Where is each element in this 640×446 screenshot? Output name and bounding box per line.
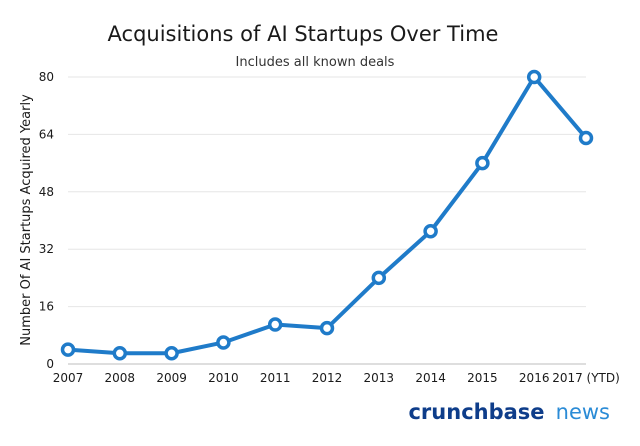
chart-title: Acquisitions of AI Startups Over Time: [108, 22, 499, 46]
brand-name: crunchbase: [408, 400, 544, 424]
data-point: [578, 130, 594, 146]
brand-suffix: news: [556, 400, 610, 424]
y-axis-label: Number Of AI Startups Acquired Yearly: [19, 94, 34, 346]
y-tick-label: 0: [46, 357, 54, 371]
data-point: [371, 270, 387, 286]
x-tick-label: 2017 (YTD): [552, 371, 620, 385]
y-axis-ticks: 0 16 32 48 64 80: [39, 70, 54, 371]
data-point: [112, 345, 128, 361]
data-point: [475, 155, 490, 171]
data-point: [267, 317, 283, 332]
y-tick-label: 32: [39, 242, 54, 256]
x-tick-label: 2015: [467, 371, 498, 385]
x-tick-label: 2009: [156, 371, 187, 385]
chart-subtitle: Includes all known deals: [236, 55, 395, 70]
data-point: [319, 320, 335, 336]
x-tick-label: 2007: [53, 371, 84, 385]
data-point: [164, 345, 179, 361]
y-tick-label: 80: [39, 70, 54, 84]
y-tick-label: 48: [39, 185, 54, 199]
data-point: [526, 69, 542, 85]
data-point: [216, 335, 231, 350]
x-tick-label: 2014: [415, 371, 446, 385]
data-point: [423, 224, 438, 239]
x-tick-label: 2011: [260, 371, 291, 385]
series-layer: [60, 69, 594, 361]
x-tick-label: 2010: [208, 371, 239, 385]
series-line: [66, 75, 588, 356]
x-axis-ticks: 2007 2008 2009 2010 2011 2012 2013 2014 2015 2016…: [53, 371, 620, 385]
data-point: [60, 342, 76, 357]
x-tick-label: 2012: [312, 371, 343, 385]
x-tick-label: 2013: [364, 371, 395, 385]
x-tick-label: 2008: [105, 371, 136, 385]
brand-logo: crunchbase news: [408, 400, 610, 424]
x-tick-label: 2016: [519, 371, 550, 385]
gridlines: [68, 76, 586, 365]
y-tick-label: 16: [39, 300, 54, 314]
y-tick-label: 64: [39, 127, 54, 141]
